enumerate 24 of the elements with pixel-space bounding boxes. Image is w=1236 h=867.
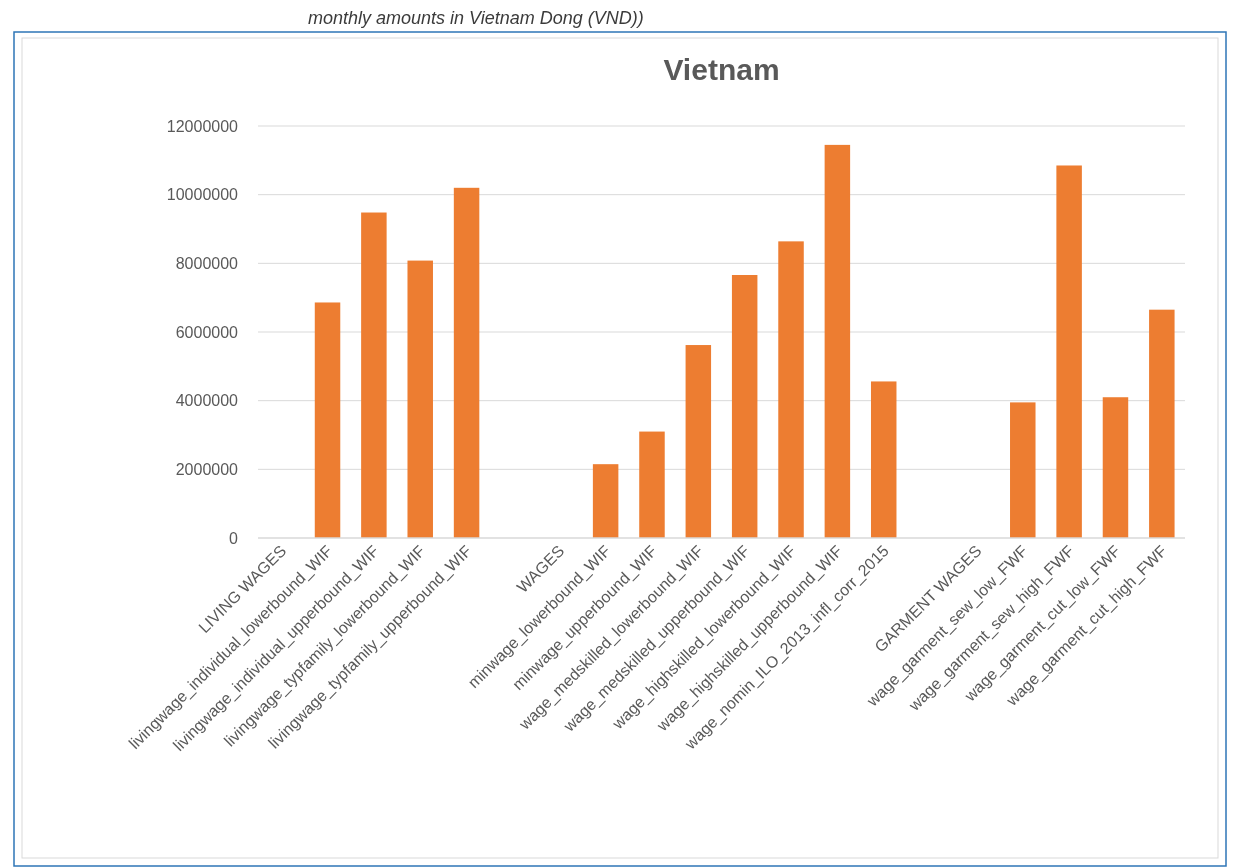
bar [685,345,712,538]
bar [1056,165,1082,538]
y-tick-label: 0 [229,529,239,547]
bar [453,187,480,538]
bar [1010,402,1036,538]
y-tick-label: 6000000 [175,323,239,341]
bar [1102,397,1129,538]
chart-title: Vietnam [663,53,780,86]
bar [314,302,341,538]
y-tick-label: 8000000 [175,254,239,272]
bar [731,275,758,538]
bar [407,260,433,538]
bar [1149,309,1175,538]
text: monthly amounts in Vietnam Dong (VND)) [308,8,644,28]
bar [592,464,619,538]
bar [361,212,387,538]
bar [824,144,851,538]
y-tick-label: 12000000 [166,117,239,135]
y-tick-label: 2000000 [175,460,239,478]
bar [639,431,665,538]
y-tick-label: 10000000 [166,186,239,204]
bar [778,241,804,538]
bar [870,381,897,538]
y-tick-label: 4000000 [175,392,239,410]
